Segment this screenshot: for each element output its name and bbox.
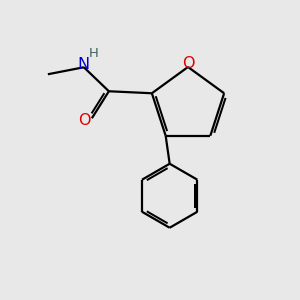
Text: O: O [182, 56, 194, 70]
Text: N: N [78, 57, 90, 72]
Text: O: O [79, 113, 91, 128]
Text: H: H [89, 47, 99, 60]
